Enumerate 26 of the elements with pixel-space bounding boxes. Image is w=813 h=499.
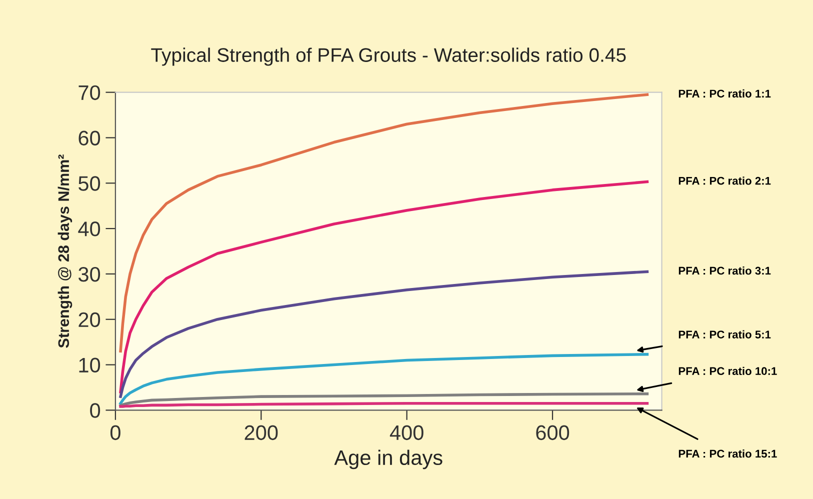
y-tick-label: 10 (79, 358, 100, 373)
y-tick-label: 60 (78, 130, 100, 146)
x-tick-label: 0 (110, 425, 120, 440)
y-tick-label: 30 (78, 266, 100, 282)
x-axis-title: Age in days (334, 450, 442, 470)
line-series (119, 392, 649, 408)
text: PFA : PC ratio 2:1 (678, 176, 771, 185)
chart-title: Typical Strength of PFA Grouts - Water:solids ratio 0.45 (151, 48, 626, 66)
line-series (119, 270, 649, 398)
y-axis-title: Strength @ 28 days N/mm² (58, 154, 72, 348)
text: PFA : PC ratio 15:1 (678, 450, 777, 458)
line-series (119, 93, 649, 353)
line-series (119, 352, 649, 405)
x-tick-label: 200 (244, 425, 278, 440)
y-tick-label: 20 (78, 312, 100, 328)
x-tick-label: 600 (536, 425, 570, 440)
text: PFA : PC ratio 1:1 (678, 89, 771, 98)
text: PFA : PC ratio 3:1 (678, 266, 771, 275)
y-tick-label: 0 (90, 403, 100, 418)
y-tick-label: 50 (78, 176, 100, 191)
text: PFA : PC ratio 10:1 (678, 366, 777, 376)
text: PFA : PC ratio 5:1 (678, 330, 771, 338)
y-tick-label: 70 (78, 85, 100, 100)
line-series (119, 180, 649, 394)
x-tick-label: 400 (390, 425, 424, 440)
y-tick-label: 40 (78, 222, 100, 236)
